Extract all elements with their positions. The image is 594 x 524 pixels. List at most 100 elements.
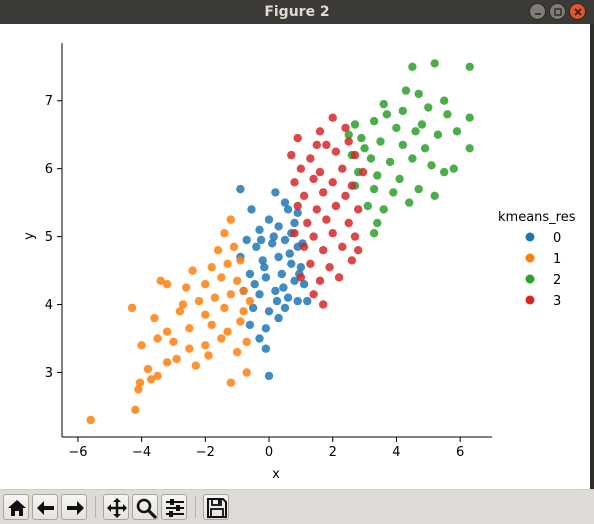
maximize-button[interactable] [549,3,566,20]
point-cluster-1 [201,341,210,350]
point-cluster-3 [331,147,341,156]
toolbar-separator [195,496,196,518]
point-cluster-3 [293,201,302,211]
point-cluster-2 [382,110,392,119]
point-cluster-3 [290,178,299,187]
point-cluster-1 [185,324,194,333]
legend-title: kmeans_res [498,210,576,225]
x-tick-label: −6 [68,445,87,460]
point-cluster-0 [280,235,290,245]
point-cluster-2 [408,154,417,163]
home-button[interactable] [3,494,29,520]
point-cluster-2 [414,89,423,99]
x-axis-label: x [272,467,280,482]
point-cluster-1 [143,364,153,374]
point-cluster-2 [405,198,414,207]
point-cluster-3 [309,232,318,241]
point-cluster-0 [261,273,271,282]
point-cluster-3 [347,181,357,190]
point-cluster-2 [465,144,474,153]
point-cluster-3 [296,164,306,173]
navigation-toolbar [0,489,594,524]
point-cluster-2 [398,106,407,116]
minimize-button[interactable] [529,3,546,20]
back-button[interactable] [32,494,58,520]
point-cluster-2 [350,120,360,129]
sliders-icon [166,499,184,517]
point-cluster-3 [334,273,344,282]
point-cluster-2 [398,140,407,150]
point-cluster-2 [357,133,366,143]
point-cluster-2 [363,201,372,211]
point-cluster-1 [191,361,200,370]
point-cluster-0 [272,296,282,306]
legend-marker-3 [525,295,535,305]
point-cluster-1 [86,415,95,425]
point-cluster-2 [369,184,379,194]
point-cluster-2 [443,110,452,119]
forward-button[interactable] [61,494,87,520]
configure-subplots-button[interactable] [161,494,187,520]
point-cluster-2 [440,96,449,105]
point-cluster-1 [204,351,213,360]
point-cluster-0 [274,313,283,323]
point-cluster-1 [223,327,232,336]
point-cluster-0 [264,307,274,316]
point-cluster-2 [427,161,436,170]
point-cluster-3 [312,205,321,214]
point-cluster-2 [369,116,379,126]
point-cluster-2 [344,130,353,139]
point-cluster-1 [185,344,194,353]
zoom-button[interactable] [132,494,158,520]
point-cluster-0 [255,290,264,299]
x-tick-label: 2 [329,445,337,460]
point-cluster-1 [162,358,172,367]
point-cluster-0 [264,215,274,224]
point-cluster-3 [293,133,302,143]
point-cluster-0 [245,320,255,330]
point-cluster-1 [233,347,242,357]
pan-button[interactable] [103,494,129,520]
point-cluster-3 [350,150,360,160]
point-cluster-0 [293,208,302,217]
point-cluster-2 [376,137,385,146]
point-cluster-0 [280,198,290,207]
point-cluster-0 [250,280,259,289]
point-cluster-0 [261,324,271,333]
point-cluster-3 [358,167,368,177]
legend-marker-2 [525,274,535,284]
legend-marker-1 [525,253,535,263]
point-cluster-3 [328,113,337,122]
point-cluster-1 [245,296,255,306]
point-cluster-3 [319,300,328,309]
point-cluster-3 [350,232,360,241]
point-cluster-1 [153,334,162,343]
close-button[interactable] [569,3,586,20]
minimize-icon [535,13,541,15]
point-cluster-3 [354,246,363,255]
point-cluster-2 [385,157,395,167]
point-cluster-0 [296,263,306,272]
point-cluster-1 [127,303,137,313]
point-cluster-1 [207,263,216,272]
arrow-left-icon [37,501,54,515]
point-cluster-0 [279,283,288,292]
x-tick-label: −2 [196,445,215,460]
magnifier-icon [136,498,157,519]
point-cluster-2 [366,154,376,163]
point-cluster-3 [296,273,306,282]
point-cluster-2 [414,184,423,194]
home-icon [8,500,26,516]
figure-canvas[interactable]: −6 −4 −2 0 2 4 6 3 4 5 6 7 x y kmeans_res 0 1 2 3 [0,24,590,489]
point-cluster-0 [245,269,255,279]
point-cluster-3 [306,259,315,268]
point-cluster-1 [153,371,162,381]
point-cluster-0 [274,252,283,262]
point-cluster-2 [360,144,369,153]
point-cluster-1 [236,256,245,265]
point-cluster-0 [255,334,264,343]
point-cluster-2 [424,103,433,112]
point-cluster-3 [322,215,331,224]
point-cluster-1 [135,378,145,387]
save-button[interactable] [203,494,229,520]
